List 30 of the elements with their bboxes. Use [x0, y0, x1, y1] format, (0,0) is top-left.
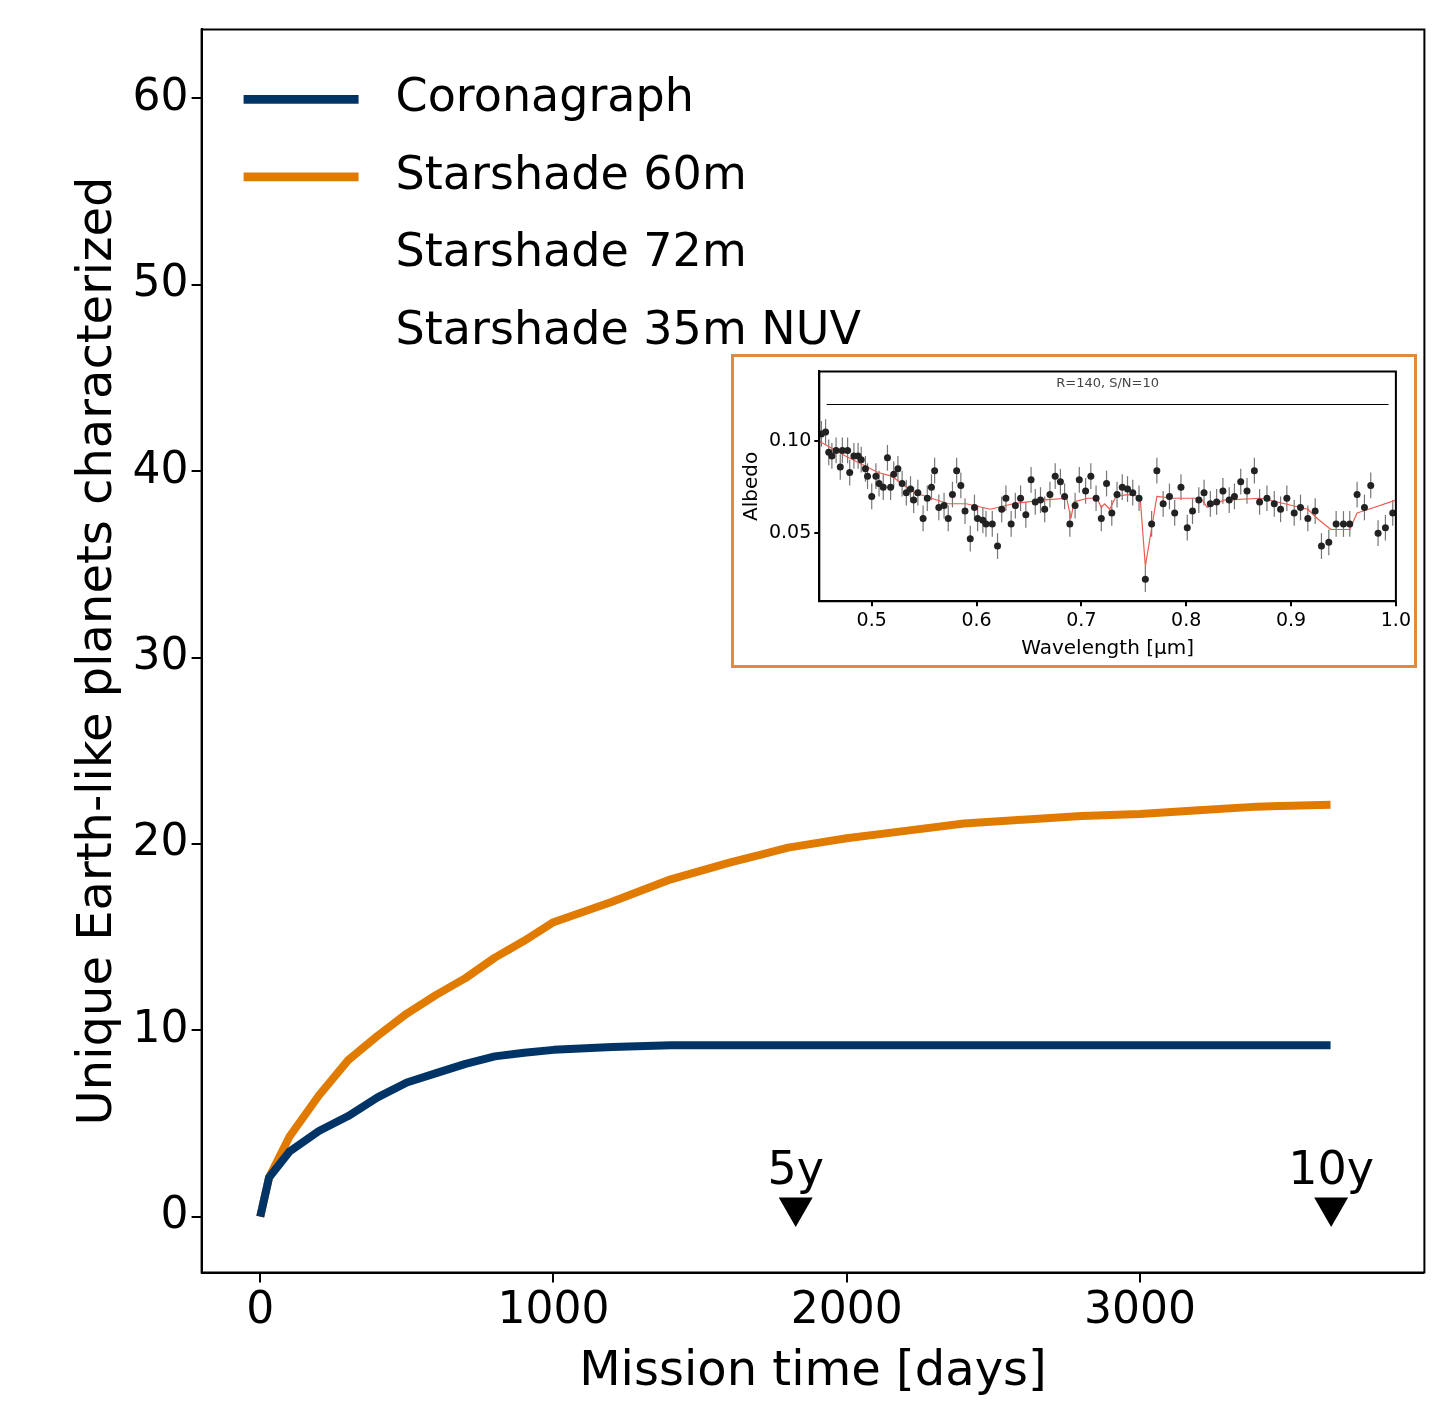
annotation: 10y	[1288, 1141, 1375, 1196]
y-tick-label: 20	[132, 814, 189, 866]
x-tick-label: 0.6	[961, 607, 992, 630]
y-tick-label: 30	[132, 627, 189, 679]
y-tick-label: 0	[160, 1187, 189, 1239]
y-axis-title: Albedo	[738, 451, 763, 521]
y-tick-label: 0.10	[768, 428, 812, 451]
annotation: 5y	[767, 1141, 824, 1196]
x-tick-label: 1000	[497, 1282, 610, 1334]
y-tick-label: 60	[132, 68, 189, 120]
x-axis-title: Mission time [days]	[579, 1339, 1047, 1396]
legend-label: Starshade 60m	[395, 145, 747, 200]
y-tick-label: 10	[132, 1000, 189, 1052]
x-tick-label: 0.5	[856, 607, 887, 630]
x-tick-label: 0	[246, 1282, 275, 1334]
x-tick-label: 0.8	[1171, 607, 1202, 630]
y-tick-label: 50	[132, 255, 189, 307]
y-axis-title: Unique Earth-like planets characterized	[66, 176, 123, 1126]
x-tick-label: 1.0	[1380, 607, 1411, 630]
y-tick-label: 0.05	[768, 520, 812, 543]
x-axis-title: Wavelength [μm]	[1021, 635, 1194, 660]
annotation: R=140, S/N=10	[1056, 375, 1159, 391]
y-tick-label: 40	[132, 441, 189, 493]
annotation: Starshade 35m NUV	[395, 300, 862, 355]
x-tick-label: 0.7	[1066, 607, 1097, 630]
annotation: Starshade 72m	[395, 223, 747, 278]
x-tick-label: 0.9	[1275, 607, 1307, 630]
x-tick-label: 3000	[1083, 1282, 1196, 1334]
x-tick-label: 2000	[790, 1282, 903, 1334]
legend-label: Coronagraph	[395, 68, 694, 123]
